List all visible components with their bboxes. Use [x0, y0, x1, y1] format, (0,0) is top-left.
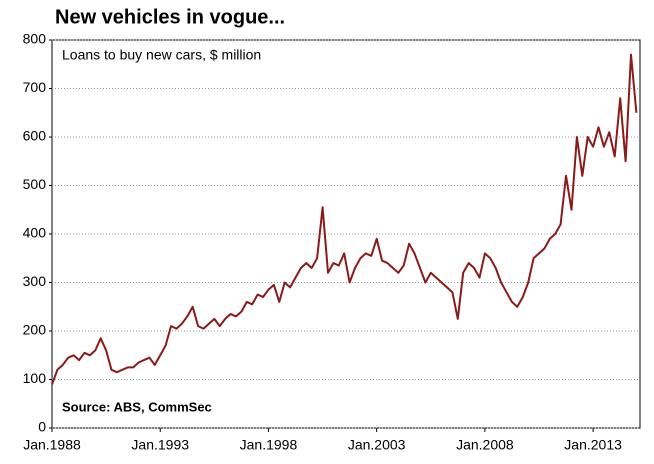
source: Source: ABS, CommSec: [62, 399, 212, 414]
x-tick-label: Jan.2008: [456, 437, 514, 453]
y-tick-label: 600: [23, 128, 47, 144]
y-tick-label: 300: [23, 273, 47, 289]
data-line: [51, 53, 638, 385]
x-tick-label: Jan.1998: [240, 437, 298, 453]
subtitle: Loans to buy new cars, $ million: [62, 47, 261, 63]
chart-title: New vehicles in vogue...: [55, 6, 285, 28]
x-tick-label: Jan.1993: [131, 437, 189, 453]
y-tick-label: 400: [23, 225, 47, 241]
y-tick-label: 100: [23, 370, 47, 386]
x-tick-label: Jan.2003: [348, 437, 406, 453]
y-tick-label: 700: [23, 79, 47, 95]
y-tick-label: 0: [38, 419, 46, 435]
x-tick-label: Jan.1988: [23, 437, 81, 453]
x-tick-label: Jan.2013: [564, 437, 622, 453]
y-tick-label: 200: [23, 322, 47, 338]
y-tick-label: 500: [23, 176, 47, 192]
y-tick-label: 800: [23, 31, 47, 47]
